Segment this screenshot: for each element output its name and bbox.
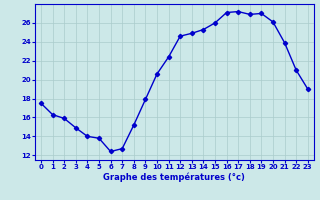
X-axis label: Graphe des températures (°c): Graphe des températures (°c) [103, 173, 245, 182]
